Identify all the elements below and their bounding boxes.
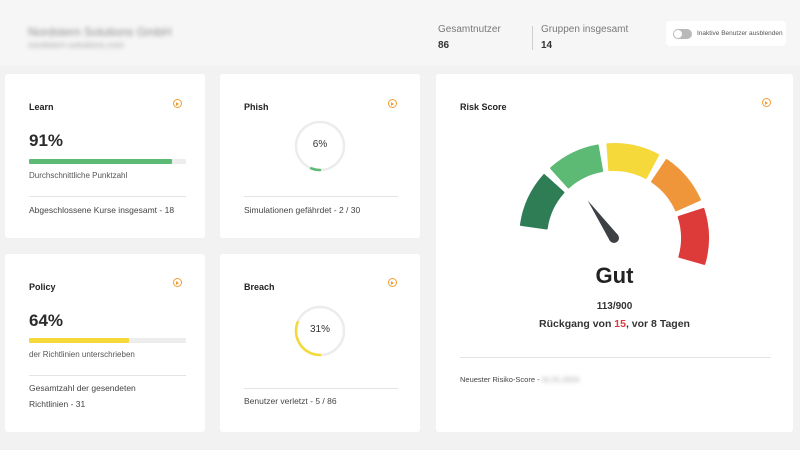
latest-risk-date: 01.01.2024 (541, 375, 580, 384)
info-icon[interactable] (388, 99, 397, 108)
gauge-needle-hub (609, 233, 619, 243)
latest-risk-label: Neuester Risiko-Score - (460, 375, 542, 384)
gauge-segment (606, 143, 660, 179)
learn-title: Learn (29, 102, 54, 112)
phish-percent: 6% (312, 139, 328, 150)
risk-rating: Gut (595, 263, 634, 288)
gauge-needle (587, 200, 619, 241)
risk-decline: Rückgang von 15, vor 8 Tagen (436, 318, 793, 330)
policy-title: Policy (29, 282, 56, 292)
breach-divider (244, 388, 398, 389)
ring-progress-arc (309, 167, 322, 172)
gauge-segment (519, 174, 565, 230)
gauge-segment (550, 144, 604, 189)
policy-progress-fill (29, 338, 130, 343)
total-users-label: Gesamtnutzer (438, 24, 501, 35)
total-users-stat: Gesamtnutzer 86 (438, 24, 501, 51)
decline-suffix: , vor 8 Tagen (625, 318, 690, 330)
ring-progress-arc (294, 320, 322, 357)
breach-percent: 31% (309, 324, 330, 335)
hide-inactive-toggle[interactable] (673, 28, 692, 39)
info-icon[interactable] (173, 99, 182, 108)
risk-gauge (519, 143, 709, 265)
info-icon[interactable] (173, 278, 182, 287)
risk-divider (460, 357, 771, 358)
learn-footer: Abgeschlossene Kurse insgesamt - 18 (29, 205, 175, 215)
gauge-segment (651, 159, 701, 212)
total-groups-stat: Gruppen insgesamt 14 (541, 24, 628, 51)
hide-inactive-users-control[interactable]: Inaktive Benutzer ausblenden (666, 21, 786, 46)
policy-card: Policy 64% der Richtlinien unterschriebe… (5, 254, 205, 432)
phish-title: Phish (244, 102, 269, 112)
risk-score-value: 113/900 (596, 301, 633, 312)
learn-progress-fill (29, 159, 172, 164)
policy-divider (29, 375, 186, 376)
total-groups-label: Gruppen insgesamt (541, 24, 629, 35)
toggle-knob (674, 29, 682, 38)
total-users-value: 86 (438, 40, 450, 51)
risk-score-card: Risk Score Gut 113/900 Rückgang von 15, … (436, 74, 793, 432)
phish-ring (294, 120, 346, 172)
breach-footer: Benutzer verletzt - 5 / 86 (244, 396, 337, 406)
breach-ring (294, 305, 346, 357)
decline-prefix: Rückgang von (539, 318, 615, 330)
stat-divider (532, 26, 533, 50)
policy-footer: Gesamtzahl der gesendeten Richtlinien - … (29, 383, 136, 409)
gauge-segment (677, 207, 709, 265)
breach-card: Breach 31% Benutzer verletzt - 5 / 86 (220, 254, 420, 432)
learn-percent: 91% (29, 131, 64, 150)
organization-url: nordstern-solutions.com (28, 40, 125, 50)
organization-name: Nordstern Solutions GmbH (28, 25, 172, 39)
risk-score-title: Risk Score (460, 102, 507, 112)
latest-risk-score: Neuester Risiko-Score - 01.01.2024 (460, 375, 579, 384)
learn-divider (29, 196, 186, 197)
decline-value: 15 (614, 318, 626, 330)
policy-caption: der Richtlinien unterschrieben (29, 350, 135, 359)
phish-footer: Simulationen gefährdet - 2 / 30 (244, 205, 361, 215)
phish-divider (244, 196, 398, 197)
info-icon[interactable] (762, 98, 771, 107)
learn-caption: Durchschnittliche Punktzahl (29, 171, 128, 180)
policy-progress-track (29, 338, 186, 343)
hide-inactive-label: Inaktive Benutzer ausblenden (697, 30, 783, 37)
total-groups-value: 14 (541, 40, 553, 51)
breach-title: Breach (244, 282, 275, 292)
learn-progress-track (29, 159, 186, 164)
info-icon[interactable] (388, 278, 397, 287)
policy-percent: 64% (29, 311, 64, 330)
learn-card: Learn 91% Durchschnittliche Punktzahl Ab… (5, 74, 205, 238)
phish-card: Phish 6% Simulationen gefährdet - 2 / 30 (220, 74, 420, 238)
top-bar: Nordstern Solutions GmbH nordstern-solut… (0, 0, 800, 66)
